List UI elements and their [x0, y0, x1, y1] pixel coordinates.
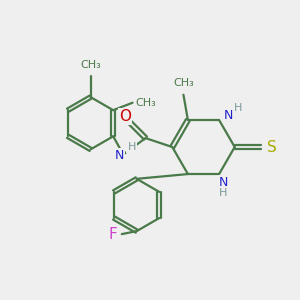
Text: N: N [223, 109, 233, 122]
Text: F: F [109, 226, 117, 242]
Text: S: S [267, 140, 277, 154]
Text: CH₃: CH₃ [136, 98, 156, 108]
Text: N: N [219, 176, 228, 190]
Text: O: O [119, 109, 131, 124]
Text: H: H [219, 188, 228, 198]
Text: H: H [234, 103, 243, 113]
Text: N: N [115, 148, 124, 162]
Text: H: H [128, 142, 136, 152]
Text: CH₃: CH₃ [80, 60, 101, 70]
Text: CH₃: CH₃ [173, 78, 194, 88]
